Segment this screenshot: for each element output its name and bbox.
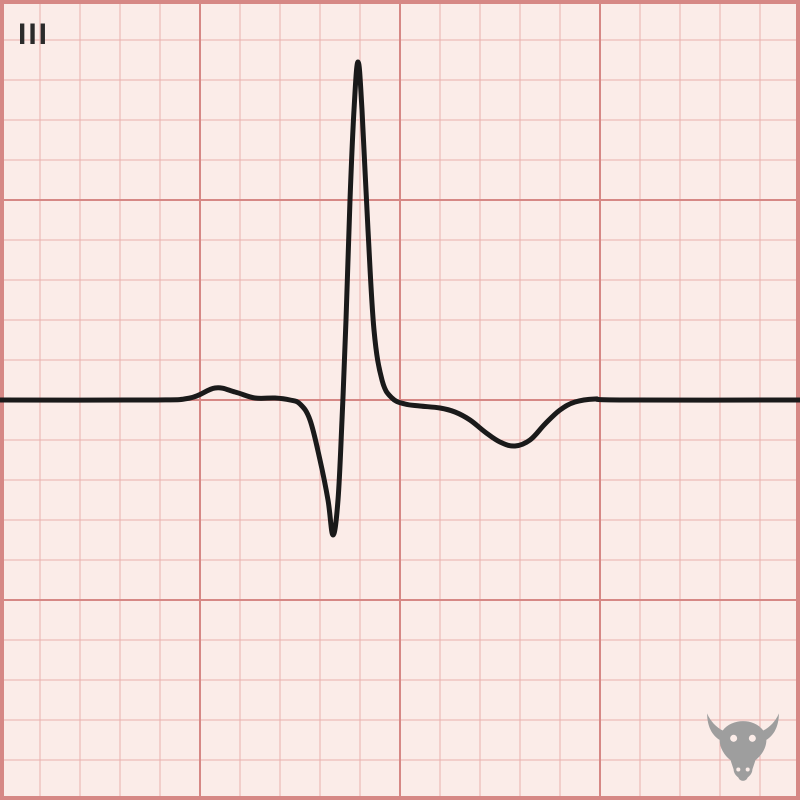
bull-logo-icon <box>704 704 782 782</box>
ecg-chart: III <box>0 0 800 800</box>
lead-label: III <box>18 18 49 52</box>
ecg-svg <box>0 0 800 800</box>
